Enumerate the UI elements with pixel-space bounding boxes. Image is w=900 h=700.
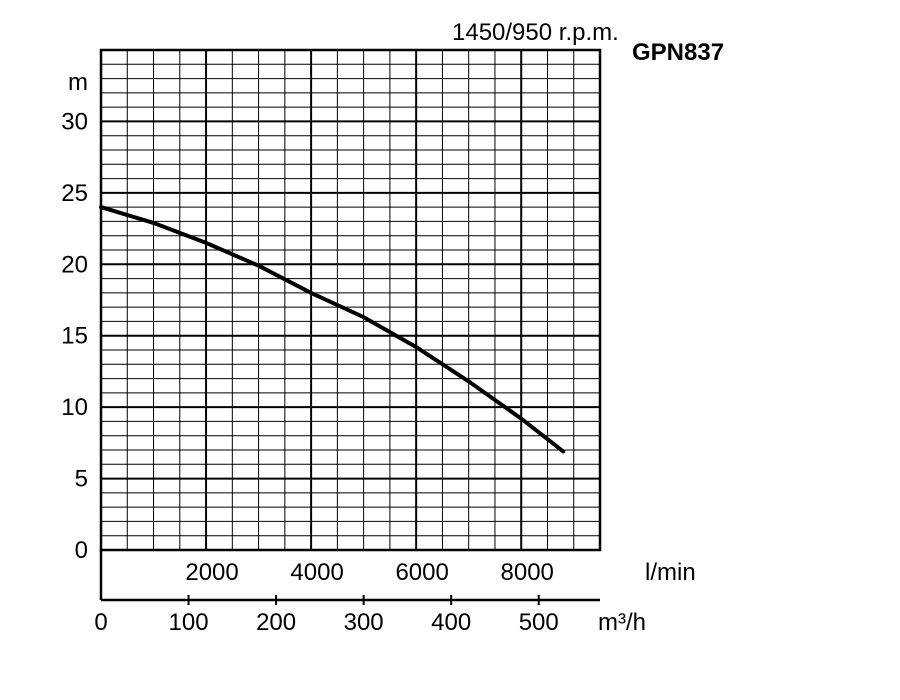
- y-tick-label: 30: [61, 108, 88, 135]
- m3h-tick-label: 300: [344, 609, 384, 636]
- lpm-tick-label: 8000: [501, 559, 554, 586]
- m3h-tick-labels: 0 100 200 300 400 500: [94, 609, 558, 636]
- lpm-tick-label: 2000: [185, 559, 238, 586]
- y-tick-label: 10: [61, 394, 88, 421]
- plot-frame: [99, 48, 602, 552]
- m3h-tick-label: 100: [169, 609, 209, 636]
- y-tick-label: 0: [75, 537, 88, 564]
- lpm-axis-unit: l/min: [645, 559, 696, 586]
- m3h-tick-label: 400: [431, 609, 471, 636]
- y-tick-label: 25: [61, 180, 88, 207]
- y-axis-unit: m: [68, 69, 88, 96]
- lpm-tick-label: 4000: [290, 559, 343, 586]
- m3h-axis-unit: m³/h: [598, 609, 646, 636]
- lpm-tick-labels: 2000 4000 6000 8000: [185, 559, 554, 586]
- y-tick-label: 15: [61, 323, 88, 350]
- minor-grid: [101, 50, 600, 550]
- m3h-tick-label: 0: [94, 609, 107, 636]
- chart-title: GPN837: [632, 39, 724, 66]
- y-tick-labels: 0 5 10 15 20 25 30: [61, 108, 88, 564]
- head-flow-curve: [99, 205, 566, 454]
- m3h-tick-marks: [187, 595, 540, 605]
- chart-subtitle: 1450/950 r.p.m.: [452, 19, 619, 46]
- lpm-tick-label: 6000: [395, 559, 448, 586]
- m3h-tick-label: 200: [256, 609, 296, 636]
- y-tick-label: 5: [75, 466, 88, 493]
- y-tick-label: 20: [61, 251, 88, 278]
- major-grid: [101, 50, 600, 550]
- m3h-tick-label: 500: [519, 609, 559, 636]
